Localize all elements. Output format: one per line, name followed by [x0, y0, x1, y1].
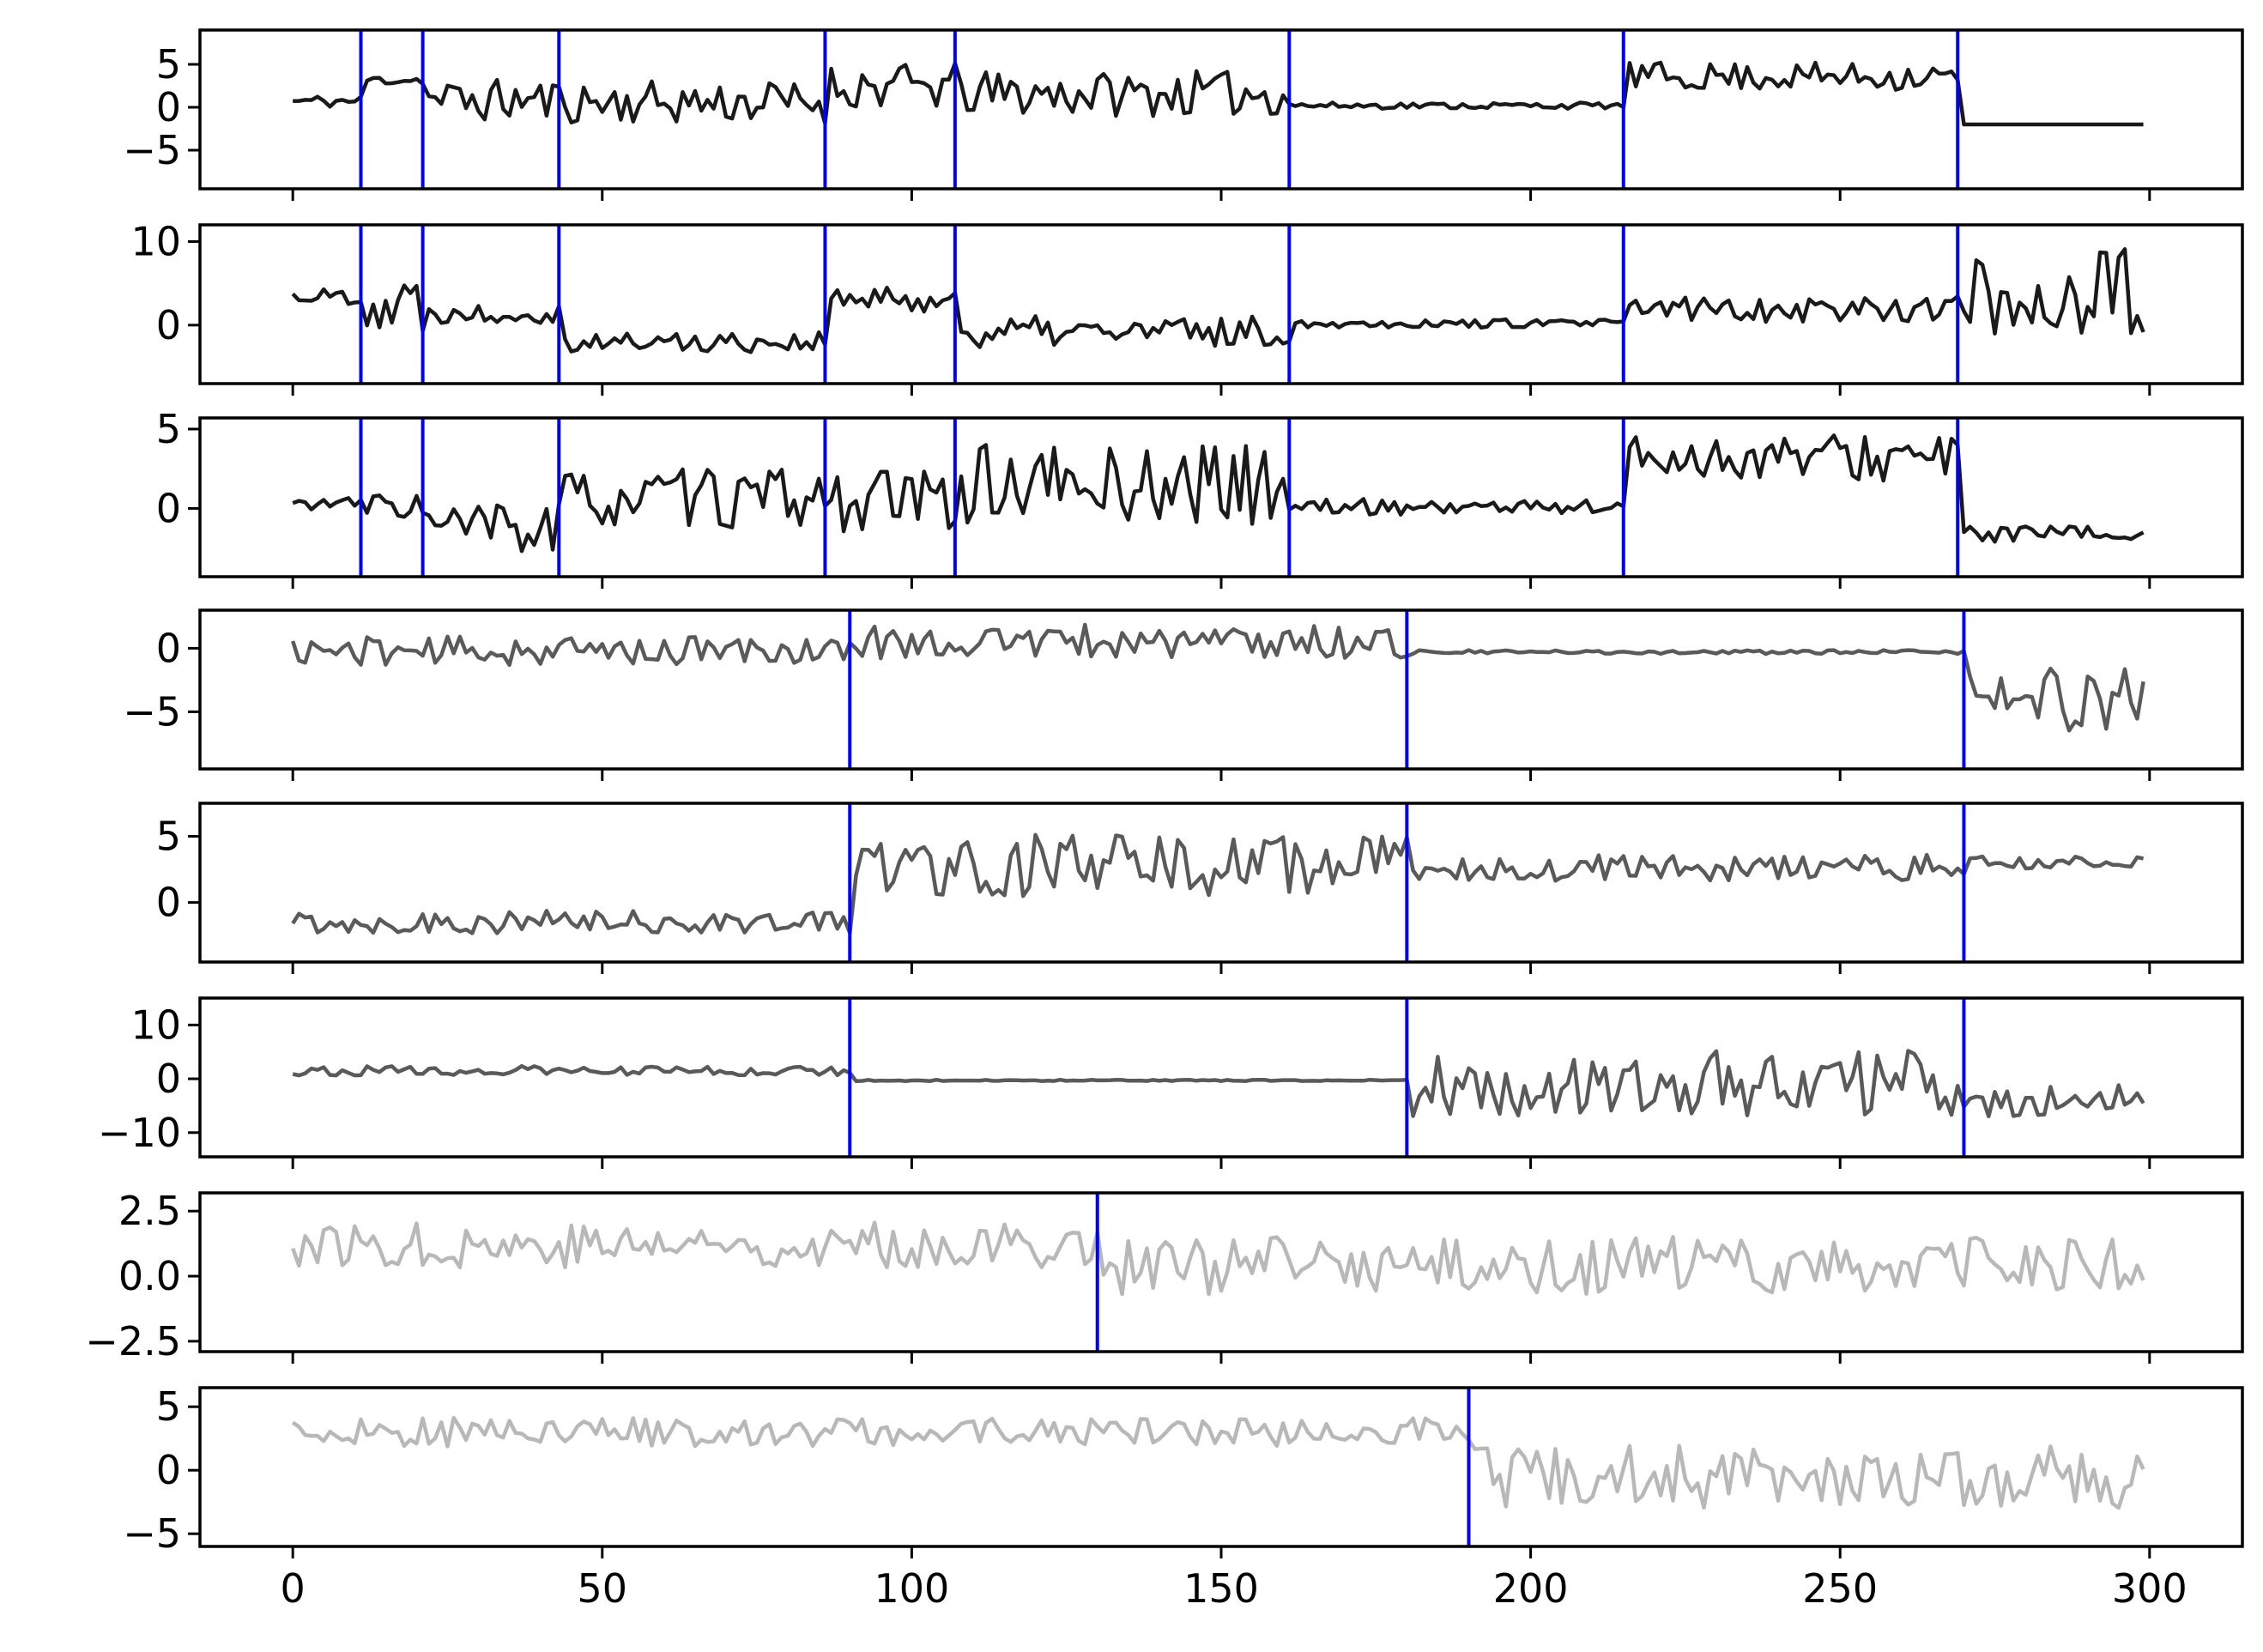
- y-tick-label: 10: [130, 218, 181, 264]
- subplot-3: 50: [156, 406, 2244, 589]
- y-tick-label: −5: [123, 688, 181, 735]
- series-line-6-1: [292, 1049, 2145, 1119]
- y-tick-label: −5: [123, 1510, 181, 1557]
- y-tick-label: 0.0: [118, 1253, 181, 1299]
- subplot-frame: [198, 223, 2244, 385]
- series-line-8-1: [291, 1415, 2145, 1510]
- series-line-5-1: [291, 832, 2145, 935]
- subplot-6: 10 0 −10: [98, 996, 2244, 1169]
- y-tick-label: −10: [98, 1110, 181, 1156]
- subplot-1: 50−5: [123, 28, 2244, 201]
- y-tick-label: 0: [156, 84, 181, 130]
- x-tick-label: 0: [281, 1565, 306, 1612]
- y-tick-label: 5: [156, 41, 181, 88]
- series-line-2-1: [291, 247, 2145, 354]
- x-tick-label: 100: [874, 1565, 949, 1612]
- subplot-8: 5 0 −5: [123, 1383, 2244, 1558]
- subplot-frame: [198, 1191, 2244, 1353]
- subplot-2: 10 0: [130, 218, 2244, 396]
- series-line-1-1: [293, 60, 2144, 127]
- x-tick-label: 300: [2112, 1565, 2187, 1612]
- x-tick-label: 200: [1493, 1565, 1569, 1612]
- x-tick-label: 250: [1802, 1565, 1878, 1612]
- y-tick-label: 0: [156, 625, 181, 671]
- subplot-4: 0−5: [123, 608, 2244, 781]
- y-tick-label: −5: [123, 127, 181, 173]
- subplot-frame: [198, 608, 2244, 771]
- y-tick-label: 10: [130, 1001, 181, 1048]
- y-tick-label: 0: [156, 1447, 181, 1493]
- y-tick-label: 0: [156, 880, 181, 926]
- subplot-frame: [198, 28, 2244, 191]
- y-tick-label: 5: [156, 814, 181, 860]
- subplot-frame: [198, 802, 2244, 964]
- y-tick-label: −2.5: [85, 1318, 181, 1365]
- subplot-5: 50: [156, 802, 2244, 974]
- y-tick-label: 0: [156, 302, 181, 348]
- y-tick-label: 0: [156, 1056, 181, 1102]
- series-line-7-1: [291, 1220, 2145, 1297]
- subplot-7: 2.5 0.0 −2.5: [85, 1188, 2244, 1365]
- y-tick-label: 5: [156, 1383, 181, 1430]
- y-tick-label: 2.5: [118, 1188, 181, 1234]
- subplot-frame: [198, 996, 2244, 1159]
- y-tick-label: 5: [156, 406, 181, 452]
- y-tick-label: 0: [156, 485, 181, 531]
- x-tick-label: 150: [1183, 1565, 1259, 1612]
- series-line-4-1: [291, 622, 2145, 733]
- x-tick-label: 50: [578, 1565, 628, 1612]
- subplot-frame: [198, 1386, 2244, 1548]
- series-line-3-1: [292, 433, 2145, 554]
